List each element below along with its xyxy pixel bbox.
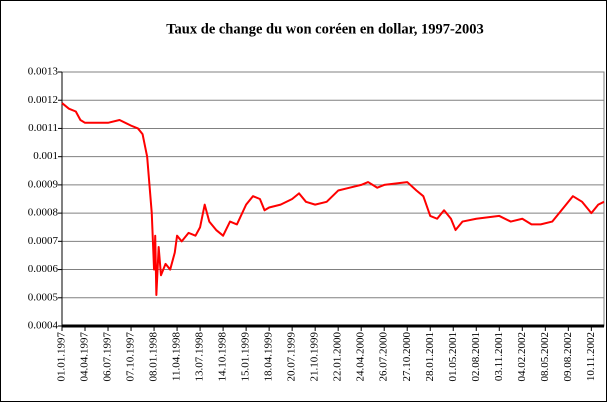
y-tick-label: 0.0005 — [28, 291, 59, 303]
x-tick-label: 08.05.2002 — [539, 332, 551, 382]
x-tick-label: 04.04.1997 — [79, 332, 91, 382]
x-tick-label: 22.01.2000 — [332, 332, 344, 382]
x-tick-label: 09.08.2002 — [562, 332, 574, 382]
x-tick-label: 03.11.2001 — [493, 332, 505, 381]
x-tick-label: 28.01.2001 — [424, 332, 436, 382]
y-tick-label: 0.0007 — [28, 235, 59, 247]
y-tick-label: 0.0008 — [28, 207, 59, 219]
y-tick-label: 0.0004 — [28, 320, 59, 332]
chart-title: Taux de change du won coréen en dollar, … — [166, 21, 484, 37]
y-tick-label: 0.0006 — [28, 263, 59, 275]
y-tick-label: 0.0011 — [28, 122, 58, 134]
y-tick-label: 0.0013 — [28, 66, 59, 78]
x-tick-label: 11.04.1998 — [171, 332, 183, 382]
plot-area — [61, 71, 605, 327]
x-tick-label: 14.10.1998 — [217, 332, 229, 382]
x-tick-label: 15.01.1999 — [240, 332, 252, 382]
x-tick-label: 20.07.1999 — [286, 332, 298, 382]
x-tick-label: 21.10.1999 — [309, 332, 321, 382]
x-tick-label: 26.07.2000 — [378, 332, 390, 382]
x-tick-label: 01.01.1997 — [56, 332, 68, 382]
x-tick-label: 02.08.2001 — [470, 332, 482, 382]
x-tick-label: 04.02.2002 — [516, 332, 528, 382]
x-tick-label: 08.01.1998 — [148, 332, 160, 382]
x-tick-label: 10.11.2002 — [585, 332, 597, 381]
x-tick-label: 01.05.2001 — [447, 332, 459, 382]
series-line — [61, 102, 605, 296]
y-tick-label: 0.0012 — [28, 94, 58, 106]
x-tick-label: 07.10.1997 — [125, 332, 137, 382]
x-tick-label: 13.07.1998 — [194, 332, 206, 382]
x-tick-label: 24.04.2000 — [355, 332, 367, 382]
y-tick-label: 0.001 — [33, 150, 58, 162]
x-tick-label: 18.04.1999 — [263, 332, 275, 382]
x-tick-label: 27.10.2000 — [401, 332, 413, 382]
y-tick-label: 0.0009 — [28, 178, 59, 190]
x-tick-label: 06.07.1997 — [102, 332, 114, 382]
